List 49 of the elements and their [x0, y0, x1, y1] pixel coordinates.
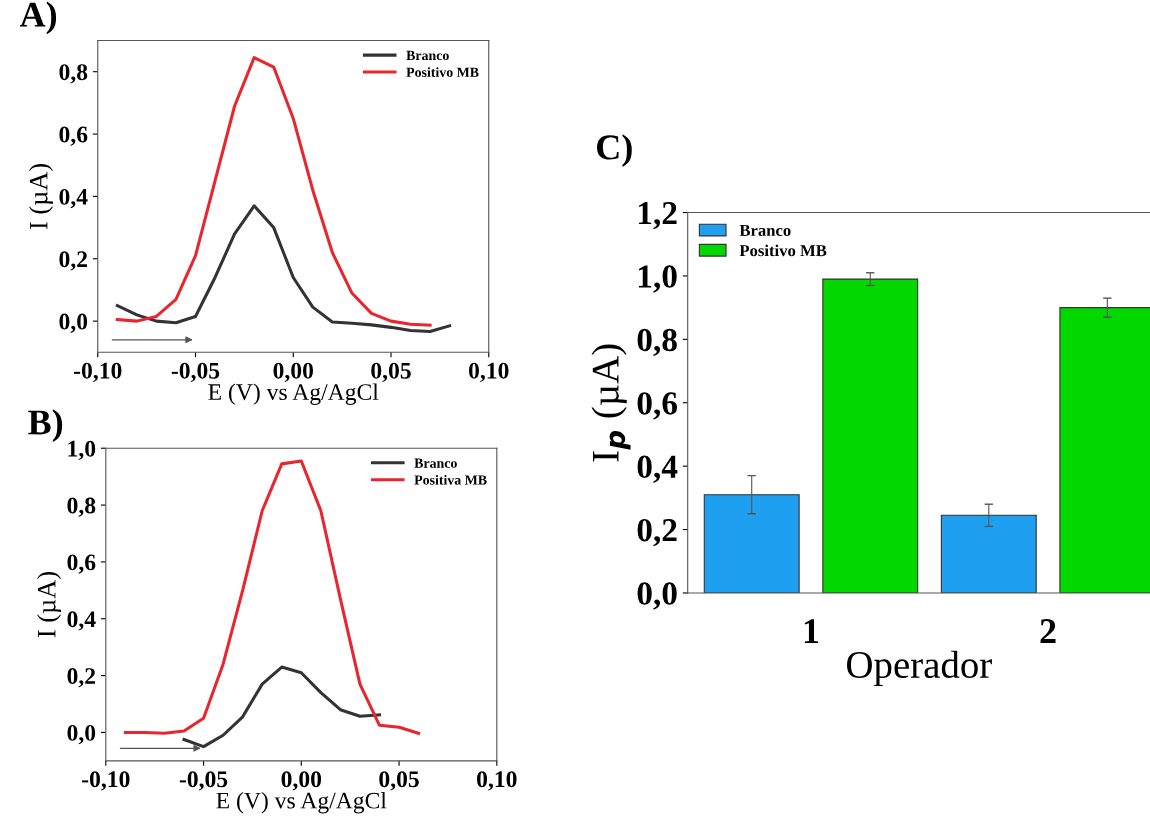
legend-label: Branco — [414, 458, 457, 468]
x-tick-label: 1 — [804, 619, 819, 644]
x-tick-label: 0,05 — [371, 362, 411, 383]
y-tick-label: 0,6 — [67, 554, 96, 574]
x-tick-label: 0,10 — [477, 771, 517, 791]
y-tick-label: 0,2 — [637, 518, 677, 547]
y-tick-label: 0,4 — [637, 455, 678, 483]
x-axis-title: E (V) vs Ag/AgCl — [208, 383, 379, 405]
text: B) — [28, 409, 63, 442]
x-axis-title: Operador — [847, 650, 992, 686]
y-tick-label: 0,0 — [59, 313, 88, 333]
bar — [940, 514, 1037, 593]
y-tick-label: 0,8 — [637, 328, 677, 357]
line-series — [182, 665, 382, 749]
x-tick-label: -0,10 — [74, 362, 122, 383]
y-tick-label: 0,0 — [637, 582, 677, 610]
line-series — [115, 204, 452, 333]
x-tick-label: 2 — [1040, 619, 1056, 644]
y-tick-label: 1,2 — [638, 202, 677, 230]
x-tick-label: -0,05 — [179, 771, 228, 791]
legend-label: Positivo MB — [406, 67, 479, 77]
x-tick-label: -0,05 — [171, 362, 220, 383]
legend-label: Positivo MB — [739, 244, 827, 257]
y-tick-label: 0,6 — [637, 392, 677, 420]
x-tick-label: 0,05 — [379, 771, 419, 791]
legend-label: Branco — [406, 50, 449, 61]
y-tick-label: 0,2 — [67, 668, 96, 688]
x-tick-label: 0,00 — [281, 771, 322, 791]
text: A) — [19, 1, 57, 35]
y-tick-label: 0,4 — [67, 611, 96, 631]
y-tick-label: 0,8 — [67, 497, 96, 517]
x-axis-title: E (V) vs Ag/AgCl — [216, 791, 387, 814]
y-tick-label: 0,0 — [67, 724, 96, 745]
x-tick-label: 0,00 — [273, 362, 314, 383]
y-axis-title: I (µA) — [29, 163, 53, 230]
y-tick-label: 0,6 — [59, 126, 88, 146]
x-tick-label: 0,10 — [468, 362, 509, 383]
legend-label: Branco — [739, 224, 791, 237]
y-tick-label: 0,8 — [59, 64, 88, 84]
y-tick-label: 1,0 — [638, 265, 677, 293]
y-tick-label: 0,2 — [59, 251, 88, 271]
y-axis-title: I (µA) — [37, 572, 62, 638]
bar — [703, 494, 800, 593]
y-tick-label: 0,4 — [59, 188, 88, 209]
legend-label: Positiva MB — [414, 474, 487, 485]
x-tick-label: -0,10 — [82, 771, 130, 791]
y-axis-title: I$_{p}$ (µA) — [591, 344, 631, 462]
y-tick-label: 1,0 — [68, 440, 96, 461]
text: C) — [597, 134, 632, 167]
